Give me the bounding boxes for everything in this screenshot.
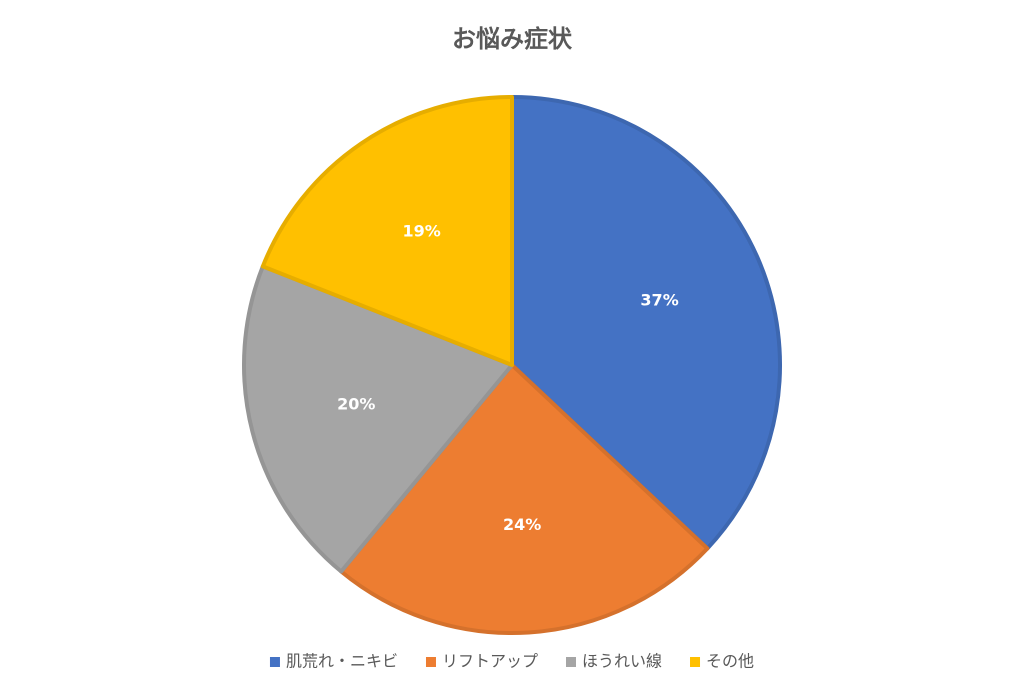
legend-label: その他 <box>706 652 754 671</box>
legend-label: ほうれい線 <box>582 652 662 671</box>
legend-label: リフトアップ <box>442 652 538 671</box>
data-label: 37% <box>640 291 678 310</box>
legend-swatch <box>425 657 436 667</box>
data-label: 20% <box>337 394 375 413</box>
legend-swatch <box>269 657 280 667</box>
data-label: 24% <box>503 515 541 534</box>
legend-swatch <box>690 657 701 667</box>
pie-slice <box>339 363 710 635</box>
pie-slice <box>510 95 782 551</box>
data-label: 19% <box>402 222 440 241</box>
legend-label: 肌荒れ・ニキビ <box>286 652 398 671</box>
legend-swatch <box>566 657 576 667</box>
pie-slice <box>260 95 514 367</box>
chart-title: お悩み症状 <box>452 25 573 53</box>
pie-slice <box>242 264 514 574</box>
